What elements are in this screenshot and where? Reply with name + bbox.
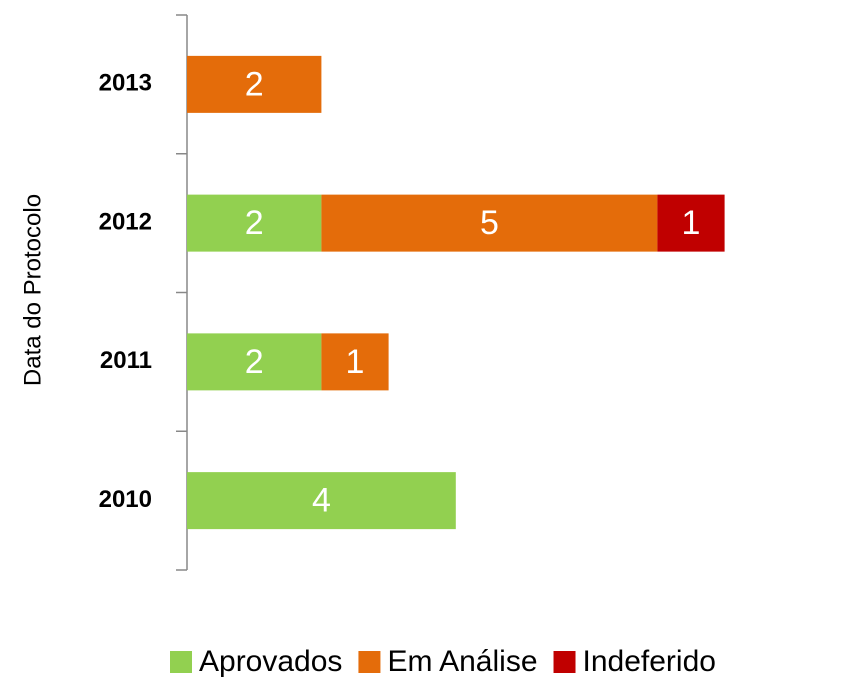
data-label: 2 xyxy=(245,343,264,381)
data-label: 4 xyxy=(312,482,331,520)
bar-segment xyxy=(657,194,725,252)
data-label: 1 xyxy=(682,204,701,242)
y-tick-label: 2013 xyxy=(99,70,152,97)
legend-label: Aprovados xyxy=(199,645,342,678)
legend-swatch xyxy=(170,651,192,673)
legend-swatch xyxy=(553,651,576,673)
legend-swatch xyxy=(358,651,381,673)
bar-segment xyxy=(187,472,456,530)
y-axis-label: Data do Protocolo xyxy=(19,194,46,386)
data-label: 1 xyxy=(346,343,365,381)
data-label: 2 xyxy=(245,65,264,103)
bar-segment xyxy=(187,333,322,391)
legend-label: Indeferido xyxy=(583,645,716,678)
bar-segment xyxy=(321,333,389,391)
y-tick-label: 2011 xyxy=(100,347,152,374)
bar-segment xyxy=(187,55,322,113)
y-tick-label: 2012 xyxy=(99,208,152,235)
legend-label: Em Análise xyxy=(387,645,537,678)
data-label: 5 xyxy=(480,204,499,242)
data-label: 2 xyxy=(245,204,264,242)
bar-segment xyxy=(321,194,658,252)
y-tick-label: 2010 xyxy=(99,486,152,513)
bar-segment xyxy=(187,194,322,252)
